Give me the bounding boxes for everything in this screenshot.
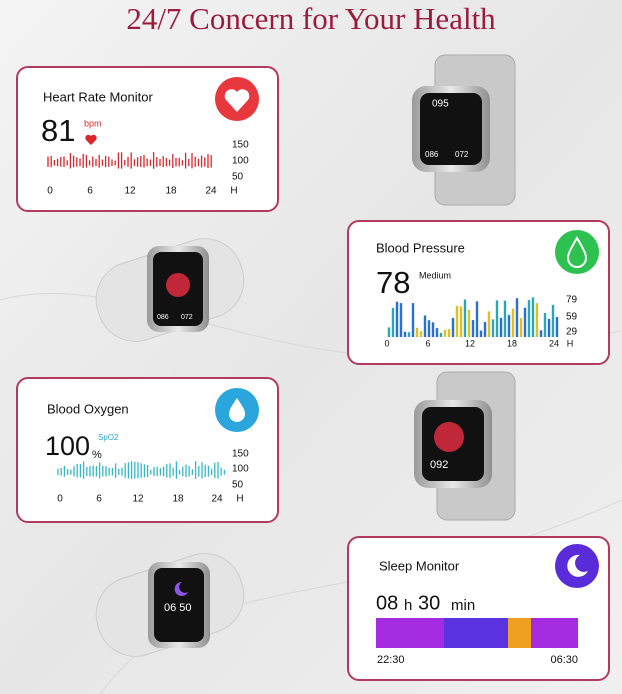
oxygen-waveform [57,461,226,479]
heart-glyph [224,89,250,112]
sleep-minutes-unit: min [451,597,475,614]
pressure-value: 78 [376,265,410,300]
x-tick: 12 [124,186,136,197]
page-title: 24/7 Concern for Your Health [126,1,496,36]
x-tick: 18 [165,186,177,197]
heart-rate-card [16,66,279,212]
watch-screen [420,93,482,165]
y-tick: 59 [566,312,578,323]
watch-text: 06 50 [164,602,192,614]
watch-text: 092 [430,459,448,471]
watch-screen [154,568,204,642]
watch-text: 086 [157,314,169,321]
y-tick: 50 [232,172,244,183]
watch: 095 086 072 [412,54,516,206]
x-tick: 12 [465,338,475,348]
y-tick: 100 [232,464,249,475]
x-tick: 6 [96,494,102,505]
sleep-segment [444,618,508,648]
sleep-minutes: 30 [418,592,440,614]
watch: 06 50 [95,553,245,657]
sleep-icon [555,544,599,588]
y-tick: 50 [232,480,244,491]
sleep-segment [508,618,531,648]
watch-text: 072 [455,150,469,159]
watch-graphic [174,581,188,596]
unit: % [92,449,102,461]
card-title: Heart Rate Monitor [43,89,153,104]
x-tick: 18 [507,338,517,348]
x-tick: H [236,494,243,505]
drop-glyph [566,236,588,268]
bp-bars [387,297,559,337]
card-title: Sleep Monitor [379,558,460,573]
watch-graphic [434,422,464,452]
sleep-end: 06:30 [550,654,578,666]
watch-text: 086 [425,150,439,159]
sleep-hours: 08 [376,592,398,614]
x-tick: 0 [47,186,53,197]
oxygen-value: 100 [45,431,90,461]
blood-oxygen-card [16,377,279,523]
x-tick: 24 [205,186,217,197]
x-tick: H [567,338,574,348]
sleep-segment [376,618,444,648]
card-title: Blood Oxygen [47,401,129,416]
pressure-level: Medium [419,270,451,280]
card-title: Blood Pressure [376,240,465,255]
drop-glyph [229,398,245,422]
spo2-label: SpO2 [98,433,119,442]
y-tick: 150 [232,449,249,460]
sleep-segment [531,618,578,648]
watch-text: 072 [181,314,193,321]
x-tick: 0 [57,494,63,505]
watch: 092 [414,371,516,521]
x-tick: H [230,186,237,197]
heart-small [85,134,97,145]
sleep-hours-unit: h [404,597,412,614]
y-tick: 150 [232,140,249,151]
y-tick: 79 [566,295,578,306]
x-tick: 24 [549,338,559,348]
watch: 086 072 [95,238,245,342]
sleep-start: 22:30 [377,654,405,666]
pressure-icon [555,230,599,274]
x-tick: 6 [425,338,430,348]
watch-text: 095 [432,99,449,110]
unit: bpm [84,118,102,128]
watch-graphic [166,273,190,297]
hr-waveform [47,152,212,169]
x-tick: 18 [172,494,184,505]
x-tick: 12 [132,494,144,505]
x-tick: 24 [211,494,223,505]
x-tick: 6 [87,186,93,197]
y-tick: 100 [232,156,249,167]
moon-glyph [567,554,588,577]
y-tick: 29 [566,327,578,338]
x-tick: 0 [384,338,389,348]
heart-rate-value: 81 [41,113,75,148]
